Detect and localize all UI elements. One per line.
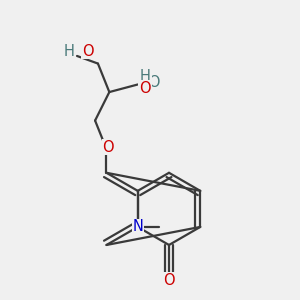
Text: N: N (132, 219, 143, 234)
Text: O: O (140, 81, 151, 96)
Text: O: O (163, 273, 175, 288)
Text: O: O (82, 44, 93, 59)
Text: H: H (140, 69, 151, 84)
Text: H: H (63, 44, 74, 59)
Text: O: O (103, 140, 114, 155)
Text: HO: HO (139, 75, 161, 90)
